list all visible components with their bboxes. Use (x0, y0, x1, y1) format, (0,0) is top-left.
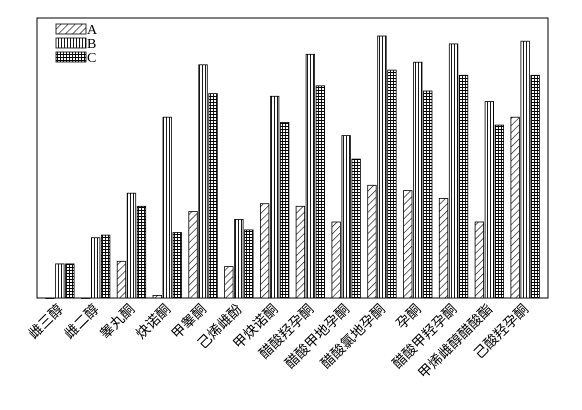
bar-B-2 (126, 192, 137, 299)
category-labels: 雌三醇雌二醇睾丸酮炔诺酮甲睾酮己烯雌酚甲炔诺酮醋酸羟孕酮醋酸甲地孕酮醋酸氯地孕酮… (25, 301, 532, 382)
bar-C-12 (494, 124, 505, 299)
legend-label-C: C (87, 51, 96, 66)
bar-B-6 (269, 95, 280, 299)
bar-A-0 (45, 297, 55, 299)
bar-B-0 (55, 263, 65, 299)
legend-label-B: B (87, 37, 96, 52)
bar-A-7 (295, 205, 306, 299)
bar-A-1 (81, 297, 91, 299)
bar-C-1 (101, 234, 111, 299)
bar-A-13 (510, 116, 520, 299)
bar-A-12 (474, 221, 485, 299)
bar-B-7 (305, 53, 316, 299)
category-label: 炔诺酮 (133, 302, 174, 343)
bar-C-8 (351, 158, 361, 299)
bar-B-9 (377, 35, 387, 299)
bar-A-6 (259, 203, 270, 299)
bars-group (45, 35, 540, 299)
bar-C-5 (244, 229, 254, 299)
legend-label-A: A (87, 23, 98, 38)
category-label: 孕酮 (393, 302, 424, 333)
bar-A-10 (403, 190, 413, 299)
bar-A-5 (224, 266, 234, 299)
bar-B-11 (448, 43, 459, 299)
legend-swatch-B (55, 37, 87, 49)
bar-B-3 (162, 116, 172, 299)
bar-A-8 (331, 221, 341, 299)
bar-A-11 (438, 197, 449, 299)
bar-A-9 (367, 184, 377, 299)
category-label: 雌三醇 (25, 301, 67, 343)
bar-B-13 (520, 40, 530, 299)
category-label: 雌二醇 (61, 301, 103, 343)
bar-C-13 (530, 74, 540, 299)
bar-B-8 (341, 135, 351, 299)
bar-A-3 (152, 294, 162, 299)
bar-C-11 (458, 74, 469, 299)
bar-A-4 (188, 211, 198, 299)
bar-C-9 (387, 69, 397, 299)
bar-B-12 (484, 101, 495, 299)
bar-C-2 (136, 205, 147, 299)
bar-C-7 (315, 85, 326, 299)
bar-B-4 (198, 64, 208, 299)
bar-C-0 (65, 263, 75, 299)
bar-C-4 (208, 93, 218, 299)
legend: ABC (55, 23, 98, 66)
plot-area (36, 17, 549, 299)
bar-A-2 (116, 260, 127, 299)
category-label: 睾丸酮 (97, 302, 138, 343)
bar-B-10 (413, 61, 423, 299)
bar-B-5 (234, 218, 244, 299)
bar-C-6 (279, 122, 290, 299)
bar-B-1 (91, 237, 101, 299)
bar-C-10 (423, 90, 433, 299)
bar-C-3 (172, 232, 182, 299)
legend-swatch-C (55, 51, 87, 63)
legend-swatch-A (55, 23, 87, 35)
